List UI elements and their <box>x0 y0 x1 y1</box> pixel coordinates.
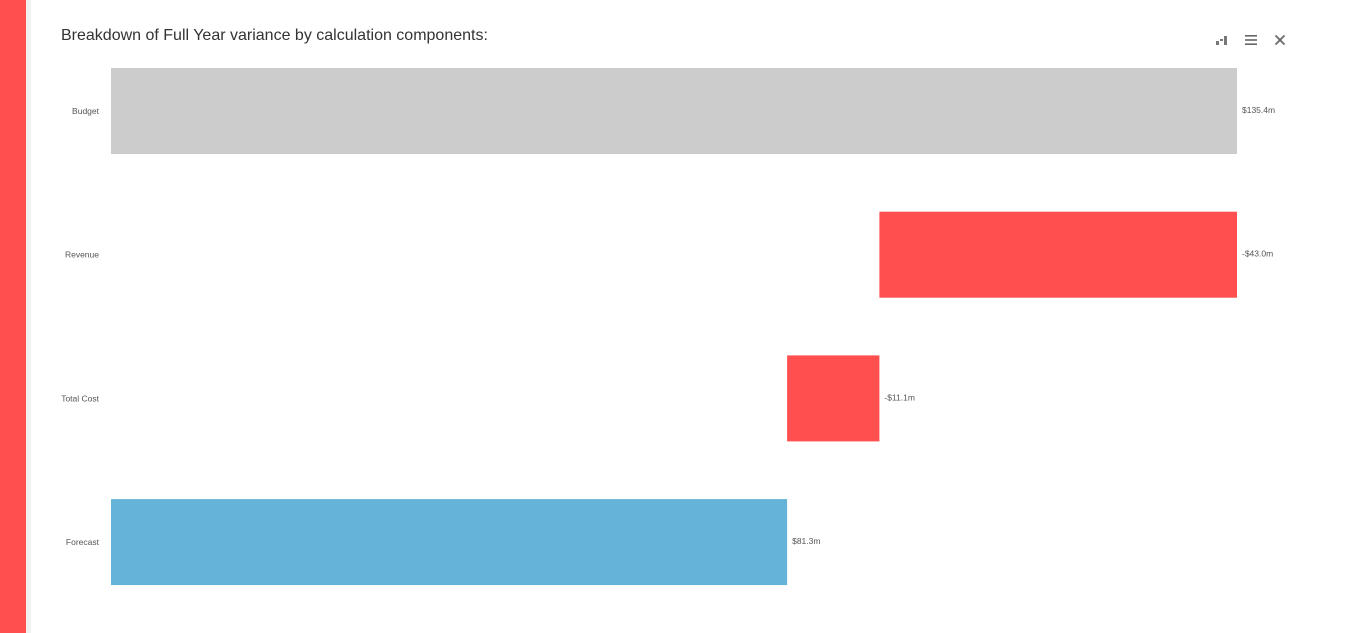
category-label: Budget <box>72 106 100 116</box>
bar-revenue[interactable] <box>879 211 1237 298</box>
menu-icon[interactable] <box>1241 30 1261 50</box>
value-label: -$43.0m <box>1242 249 1273 259</box>
value-label: $135.4m <box>1242 105 1275 115</box>
category-label: Revenue <box>65 250 99 260</box>
chart-title: Breakdown of Full Year variance by calcu… <box>61 27 488 44</box>
bar-budget[interactable] <box>111 68 1237 154</box>
left-accent-bar <box>0 0 26 633</box>
close-icon[interactable] <box>1270 30 1290 50</box>
category-label: Forecast <box>66 537 100 547</box>
bar-total-cost[interactable] <box>787 355 880 442</box>
bar-chart-icon[interactable] <box>1212 30 1232 50</box>
left-gutter <box>26 0 31 633</box>
value-label: $81.3m <box>792 536 820 546</box>
chart-toolbar <box>1212 30 1299 50</box>
value-label: -$11.1m <box>884 392 915 402</box>
category-label: Total Cost <box>61 393 99 403</box>
bar-forecast[interactable] <box>111 499 788 586</box>
